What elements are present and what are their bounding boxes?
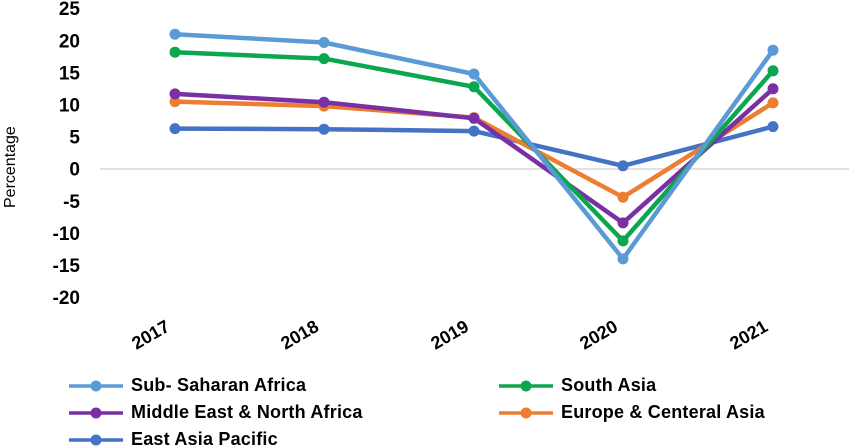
data-point-east-asia-pacific-2021 <box>767 121 779 133</box>
legend-marker-icon-middle-east-north-africa <box>69 407 123 418</box>
data-point-south-asia-2020 <box>617 235 629 247</box>
chart-legend: Sub- Saharan Africa Middle East & North A… <box>68 374 838 447</box>
data-point-sub-saharan-africa-2021 <box>767 44 779 56</box>
y-tick-label-15: 15 <box>59 63 81 84</box>
legend-item-south-asia: South Asia <box>498 374 838 397</box>
data-point-south-asia-2017 <box>169 46 181 58</box>
data-point-sub-saharan-africa-2017 <box>169 28 181 40</box>
series-line-south-asia <box>172 49 776 244</box>
plot-area: 25 20 15 10 5 0 -5 -10 -15 -20 2017 2018 2019 2020 202… <box>53 0 849 353</box>
legend-marker-icon-europe-centeral-asia <box>499 407 553 418</box>
data-point-europe-centeral-asia-2021 <box>767 97 779 109</box>
x-tick-label-2020: 2020 <box>576 316 621 353</box>
legend-label: Europe & Centeral Asia <box>561 402 765 422</box>
y-tick-label-10: 10 <box>59 95 80 116</box>
y-tick-label--15: -15 <box>53 256 81 277</box>
series-line-middle-east-north-africa <box>172 86 776 226</box>
legend-label: Middle East & North Africa <box>131 402 363 422</box>
x-tick-label-2018: 2018 <box>277 316 322 353</box>
y-tick-label-25: 25 <box>59 0 81 20</box>
data-point-middle-east-north-africa-2019 <box>468 112 480 124</box>
y-tick-label--10: -10 <box>53 224 80 245</box>
data-point-middle-east-north-africa-2021 <box>767 83 779 95</box>
data-point-south-asia-2019 <box>468 81 480 93</box>
y-tick-label--20: -20 <box>53 288 80 309</box>
legend-marker-icon-east-asia-pacific <box>69 434 123 445</box>
legend-marker-icon-sub-saharan-africa <box>69 380 123 391</box>
data-point-sub-saharan-africa-2020 <box>617 253 629 265</box>
legend-label: Sub- Saharan Africa <box>131 375 307 395</box>
x-tick-label-2017: 2017 <box>128 316 173 353</box>
legend-item-east-asia-pacific: East Asia Pacific <box>68 428 498 447</box>
legend-column-2: South Asia Europe & Centeral Asia <box>498 374 838 447</box>
data-point-middle-east-north-africa-2018 <box>318 96 330 108</box>
data-point-sub-saharan-africa-2019 <box>468 68 480 80</box>
legend-column-1: Sub- Saharan Africa Middle East & North A… <box>68 374 498 447</box>
legend-item-sub-saharan-africa: Sub- Saharan Africa <box>68 374 498 397</box>
data-point-south-asia-2021 <box>767 65 779 77</box>
data-point-middle-east-north-africa-2017 <box>169 88 181 100</box>
data-point-europe-centeral-asia-2020 <box>617 191 629 203</box>
x-tick-label-2021: 2021 <box>726 316 771 353</box>
data-point-south-asia-2018 <box>318 53 330 65</box>
data-point-sub-saharan-africa-2018 <box>318 37 330 48</box>
data-point-east-asia-pacific-2020 <box>617 160 629 172</box>
legend-item-europe-centeral-asia: Europe & Centeral Asia <box>498 401 838 424</box>
series-line-sub-saharan-africa <box>172 31 776 262</box>
data-point-east-asia-pacific-2018 <box>318 123 330 135</box>
data-point-east-asia-pacific-2017 <box>169 123 181 135</box>
legend-marker-icon-south-asia <box>499 380 553 391</box>
y-tick-label-20: 20 <box>59 31 80 52</box>
data-point-east-asia-pacific-2019 <box>468 125 480 137</box>
y-tick-label-5: 5 <box>69 128 80 149</box>
y-tick-label-0: 0 <box>69 160 80 181</box>
legend-label: East Asia Pacific <box>131 429 278 447</box>
legend-item-middle-east-north-africa: Middle East & North Africa <box>68 401 498 424</box>
y-tick-label--5: -5 <box>63 192 80 213</box>
data-point-europe-centeral-asia-2017 <box>169 96 181 108</box>
data-point-middle-east-north-africa-2020 <box>617 217 629 229</box>
x-tick-label-2019: 2019 <box>427 316 472 353</box>
legend-label: South Asia <box>561 375 657 395</box>
